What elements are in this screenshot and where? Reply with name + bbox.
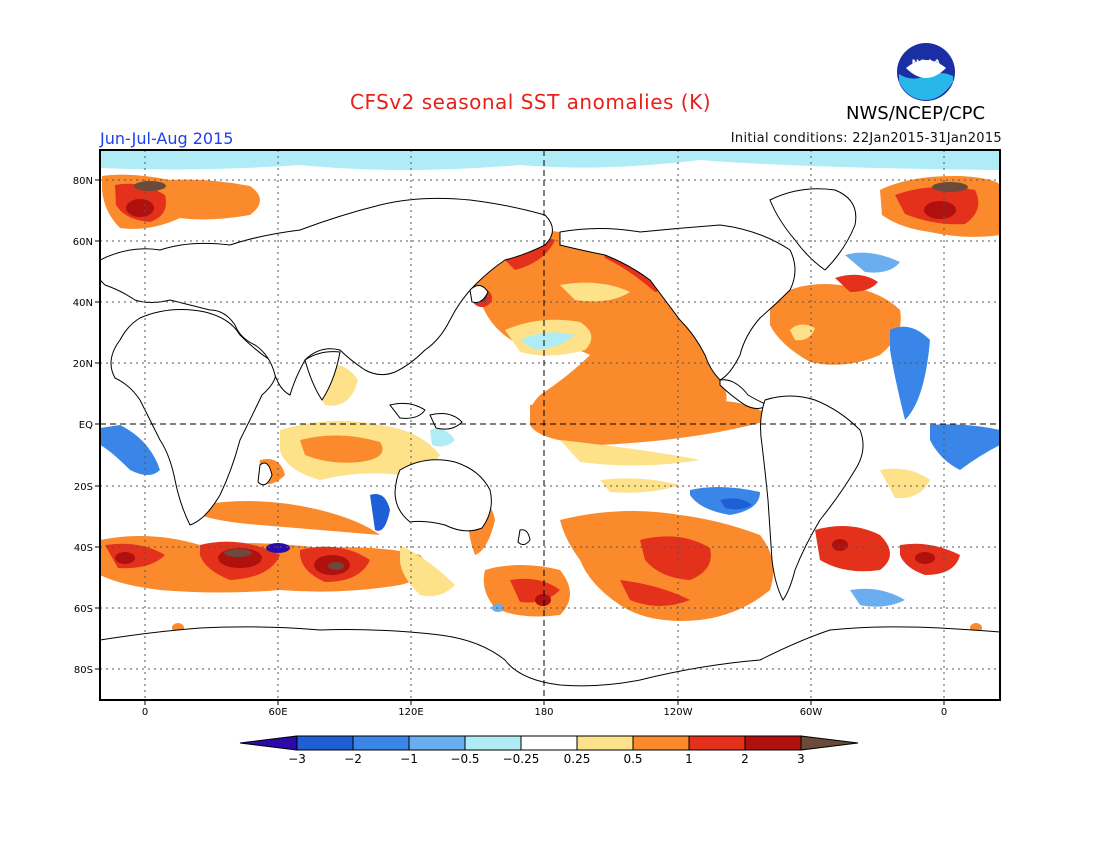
logo-text: NOAA — [912, 59, 941, 69]
colorbar-label: 2 — [741, 752, 749, 766]
lat-labels: 80N 60N 40N 20N EQ 20S 40S 60S 80S — [73, 176, 93, 676]
season-label: Jun-Jul-Aug 2015 — [100, 129, 234, 148]
colorbar-segment — [576, 735, 634, 751]
lon-label: 0 — [941, 707, 947, 718]
colorbar: −3 −2 −1 −0.5 −0.25 0.25 0.5 1 2 3 — [239, 735, 859, 766]
colorbar-label: 0.25 — [564, 752, 591, 766]
lat-label: 60S — [74, 604, 93, 615]
noaa-logo: NOAA — [897, 43, 955, 101]
tick-marks — [95, 179, 945, 705]
colorbar-label: −0.5 — [450, 752, 479, 766]
colorbar-segment — [744, 735, 802, 751]
colorbar-segment — [520, 735, 578, 751]
map-field — [100, 150, 1000, 700]
continents — [100, 188, 1000, 700]
colorbar-segment — [632, 735, 690, 751]
lat-label: 40N — [73, 298, 93, 309]
colorbar-low-triangle — [239, 735, 298, 751]
lon-label: 0 — [142, 707, 148, 718]
equator-dateline — [100, 150, 1000, 700]
lon-label: 180 — [534, 707, 553, 718]
lon-label: 120E — [398, 707, 423, 718]
lat-label: 20S — [74, 482, 93, 493]
colorbar-label: −1 — [400, 752, 418, 766]
colorbar-segment — [688, 735, 746, 751]
lat-label: 80S — [74, 665, 93, 676]
lat-label: 60N — [73, 237, 93, 248]
map-title: CFSv2 seasonal SST anomalies (K) — [350, 90, 711, 114]
colorbar-segment — [352, 735, 410, 751]
colorbar-label: 1 — [685, 752, 693, 766]
map-frame — [99, 149, 1001, 701]
lat-label: EQ — [79, 420, 93, 431]
colorbar-label: −3 — [288, 752, 306, 766]
initial-conditions-label: Initial conditions: 22Jan2015-31Jan2015 — [730, 131, 1002, 146]
agency-label: NWS/NCEP/CPC — [846, 103, 986, 124]
colorbar-high-triangle — [800, 735, 859, 751]
lon-label: 60E — [268, 707, 287, 718]
colorbar-label: 3 — [797, 752, 805, 766]
colorbar-segment — [296, 735, 354, 751]
lat-label: 20N — [73, 359, 93, 370]
lon-label: 60W — [800, 707, 823, 718]
lat-label: 40S — [74, 543, 93, 554]
lat-label: 80N — [73, 176, 93, 187]
lon-labels: 0 60E 120E 180 120W 60W 0 — [142, 707, 947, 718]
colorbar-label: −2 — [344, 752, 362, 766]
colorbar-segment — [464, 735, 522, 751]
colorbar-label: −0.25 — [503, 752, 540, 766]
lon-label: 120W — [664, 707, 693, 718]
colorbar-segment — [408, 735, 466, 751]
lat-lon-grid — [100, 150, 1000, 700]
colorbar-label: 0.5 — [623, 752, 642, 766]
